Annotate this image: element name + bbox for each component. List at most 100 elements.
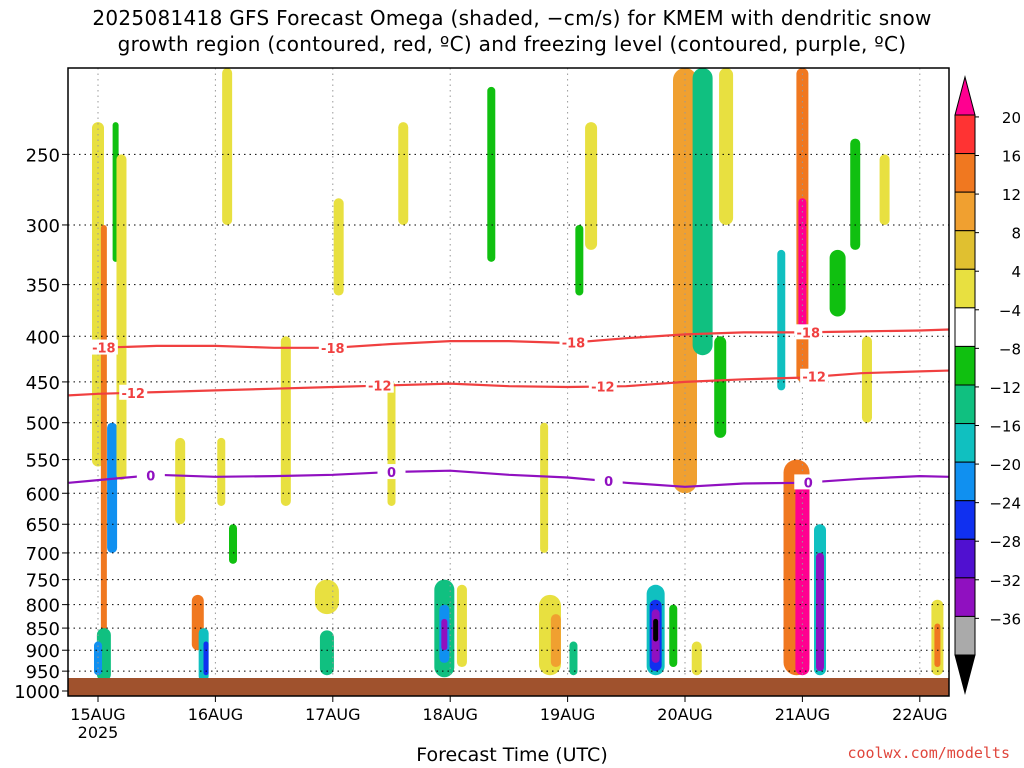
colorbar-label-2: 12 — [1002, 186, 1021, 204]
colorbar: 20 16 12 8 4 −4 −8 −12 −16 −20 −24 −28 −32 −36 — [954, 75, 1021, 695]
contour-label-0-2: 0 — [604, 475, 613, 490]
x-tick-label-20AUG: 20AUG — [657, 705, 712, 724]
x-tick-label-22AUG: 22AUG — [892, 705, 947, 724]
colorbar-label-9: −20 — [989, 456, 1021, 474]
contour-label-bg — [800, 368, 829, 384]
x-tick-label-19AUG: 19AUG — [540, 705, 595, 724]
x-tick-label-21AUG: 21AUG — [775, 705, 830, 724]
x-tick-label-17AUG: 17AUG — [305, 705, 360, 724]
omega-cell-21 — [456, 584, 467, 668]
colorbar-label-0: 20 — [1002, 109, 1021, 127]
colorbar-label-1: 16 — [1002, 148, 1021, 166]
contour-0 — [68, 469, 949, 488]
y-tick-label-850: 850 — [26, 619, 60, 640]
omega-cell-48 — [850, 138, 861, 250]
x-axis: 15AUG 16AUG 17AUG 18AUG 19AUG 20AUG 21AUG 22AUG… — [70, 696, 948, 742]
omega-cell-34 — [669, 604, 678, 668]
omega-cell-20 — [441, 618, 448, 651]
colorbar-label-8: −16 — [989, 418, 1021, 436]
colorbar-segment-6 — [954, 345, 976, 386]
omega-cell-28 — [575, 224, 584, 296]
colorbar-label-5: −4 — [999, 302, 1021, 320]
temperature-contours: -18 -18 -18 -18 -12 -12 -12 -12 0 0 0 0 — [68, 324, 949, 491]
y-tick-label-550: 550 — [26, 451, 60, 472]
omega-cell-23 — [487, 86, 496, 262]
y-axis: 2503003504004505005506006507007508008509… — [14, 145, 68, 703]
contour-label-bg — [794, 324, 823, 340]
omega-cell-10 — [175, 437, 186, 525]
y-tick-label-800: 800 — [26, 596, 60, 617]
colorbar-segment-4 — [954, 268, 976, 309]
omega-cell-46 — [829, 249, 846, 317]
x-tick-label-18AUG: 18AUG — [422, 705, 477, 724]
y-tick-label-600: 600 — [26, 484, 60, 505]
y-tick-label-950: 950 — [26, 662, 60, 683]
omega-cell-4 — [107, 422, 118, 553]
omega-cell-45 — [816, 552, 825, 672]
chart-title-line-1: 2025081418 GFS Forecast Omega (shaded, −… — [92, 6, 932, 30]
colorbar-bottom-arrow — [954, 654, 976, 695]
omega-cell-55 — [861, 336, 872, 423]
y-tick-label-300: 300 — [26, 216, 60, 237]
omega-cell-13 — [229, 524, 238, 564]
omega-cell-15 — [314, 579, 339, 615]
colorbar-segment-10 — [954, 500, 976, 540]
contour-label-bg — [318, 339, 347, 355]
omega-cell-33 — [653, 618, 659, 642]
y-tick-label-900: 900 — [26, 641, 60, 662]
omega-cell-25 — [585, 122, 598, 250]
contour-label--12-0: -12 — [121, 387, 145, 402]
omega-cell-49 — [879, 154, 890, 225]
contour-label-0-3: 0 — [804, 476, 813, 491]
colorbar-label-10: −24 — [989, 495, 1021, 513]
omega-cell-47 — [777, 249, 786, 391]
contour-label-bg — [588, 378, 617, 394]
x-tick-sublabel: 2025 — [78, 723, 119, 742]
omega-shading — [92, 68, 944, 684]
colorbar-label-7: −12 — [989, 379, 1021, 397]
contour-label-bg — [594, 473, 623, 489]
terrain-band — [68, 678, 949, 696]
omega-cell-11 — [222, 68, 233, 225]
y-tick-label-450: 450 — [26, 373, 60, 394]
contour-label-bg — [119, 384, 148, 400]
contour--12 — [68, 369, 949, 397]
omega-cell-35 — [673, 68, 697, 494]
y-tick-label-500: 500 — [26, 414, 60, 435]
y-tick-label-400: 400 — [26, 327, 60, 348]
contour-label--18-2: -18 — [562, 337, 586, 352]
omega-cell-39 — [691, 641, 702, 676]
colorbar-segment-9 — [954, 461, 976, 502]
omega-cell-36 — [692, 68, 713, 356]
contour-label-bg — [794, 474, 823, 490]
omega-cell-41 — [795, 480, 810, 676]
colorbar-segment-3 — [954, 230, 976, 270]
colorbar-label-13: −36 — [989, 610, 1021, 628]
omega-cell-1 — [100, 224, 107, 684]
omega-cell-14 — [280, 336, 291, 506]
y-tick-label-350: 350 — [26, 276, 60, 297]
contour-label--18-0: -18 — [92, 342, 116, 357]
colorbar-label-12: −32 — [989, 572, 1021, 590]
colorbar-segment-1 — [954, 153, 976, 193]
contour-label-bg — [136, 467, 165, 483]
colorbar-segment-0 — [954, 114, 976, 155]
colorbar-segment-11 — [954, 538, 976, 579]
colorbar-segment-7 — [954, 384, 976, 425]
y-tick-label-1000: 1000 — [14, 682, 60, 703]
credit-text: coolwx.com/modelts — [847, 744, 1010, 762]
omega-cell-22 — [398, 122, 409, 225]
colorbar-segment-12 — [954, 577, 976, 617]
omega-cell-24 — [540, 422, 549, 553]
contour-label-bg — [89, 339, 118, 355]
colorbar-label-3: 8 — [1011, 225, 1021, 243]
x-tick-label-16AUG: 16AUG — [188, 705, 243, 724]
colorbar-top-arrow — [954, 75, 976, 116]
omega-cell-29 — [569, 641, 578, 676]
colorbar-segment-2 — [954, 191, 976, 232]
contour-label-0-1: 0 — [387, 466, 396, 481]
y-tick-label-700: 700 — [26, 544, 60, 565]
contour-label-0-0: 0 — [146, 469, 155, 484]
contour-label--12-2: -12 — [591, 381, 615, 396]
